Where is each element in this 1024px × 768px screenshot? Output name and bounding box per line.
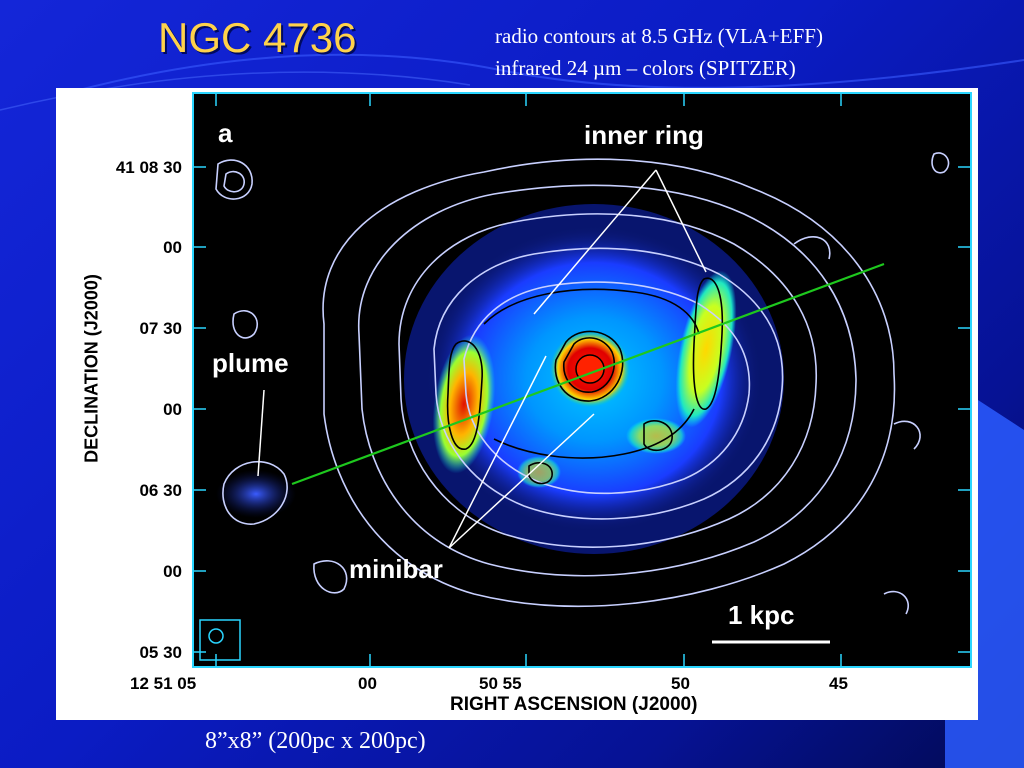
- beam-box: [199, 619, 241, 661]
- figure-panel: DECLINATION (J2000) 41 08 30 00 07 30 00…: [56, 88, 978, 720]
- footer-resolution: 8”x8” (200pc x 200pc): [205, 728, 426, 754]
- x-tick-label: 00: [358, 674, 377, 693]
- y-tick-label: 07 30: [139, 319, 182, 338]
- scale-bar-label: 1 kpc: [728, 600, 795, 630]
- y-tick-label: 06 30: [139, 481, 182, 500]
- minibar-label: minibar: [349, 554, 443, 584]
- x-tick-label: 12 51 05: [130, 674, 197, 693]
- x-tick-label: 50: [671, 674, 690, 693]
- galaxy-image: a inner ring plume minibar 1 kpc: [192, 92, 972, 668]
- y-axis-title: DECLINATION (J2000): [81, 274, 102, 463]
- x-axis-title: RIGHT ASCENSION (J2000): [450, 694, 698, 715]
- y-tick-label: 41 08 30: [115, 158, 182, 177]
- galaxy-map: [194, 94, 970, 666]
- y-tick-label: 00: [163, 400, 182, 419]
- frame-ticks: [194, 94, 970, 666]
- plume-label: plume: [212, 348, 289, 378]
- x-tick-label: 45: [829, 674, 848, 693]
- beam-ellipse: [208, 628, 224, 644]
- x-tick-label: 50 55: [479, 674, 522, 693]
- y-tick-label: 00: [163, 562, 182, 581]
- ir-plume: [216, 470, 296, 518]
- major-axis-line: [291, 262, 885, 486]
- slide-title: NGC 4736: [158, 14, 357, 61]
- y-tick-label: 05 30: [139, 643, 182, 662]
- y-tick-label: 00: [163, 238, 182, 257]
- caption-infrared: infrared 24 µm – colors (SPITZER): [495, 56, 796, 80]
- caption-radio: radio contours at 8.5 GHz (VLA+EFF): [495, 24, 823, 48]
- panel-label: a: [218, 118, 233, 148]
- radio-contours-outer: [215, 152, 950, 615]
- annotation-pointers: [257, 169, 707, 549]
- ir-east-knot: [626, 418, 686, 454]
- inner-ring-label: inner ring: [584, 120, 704, 150]
